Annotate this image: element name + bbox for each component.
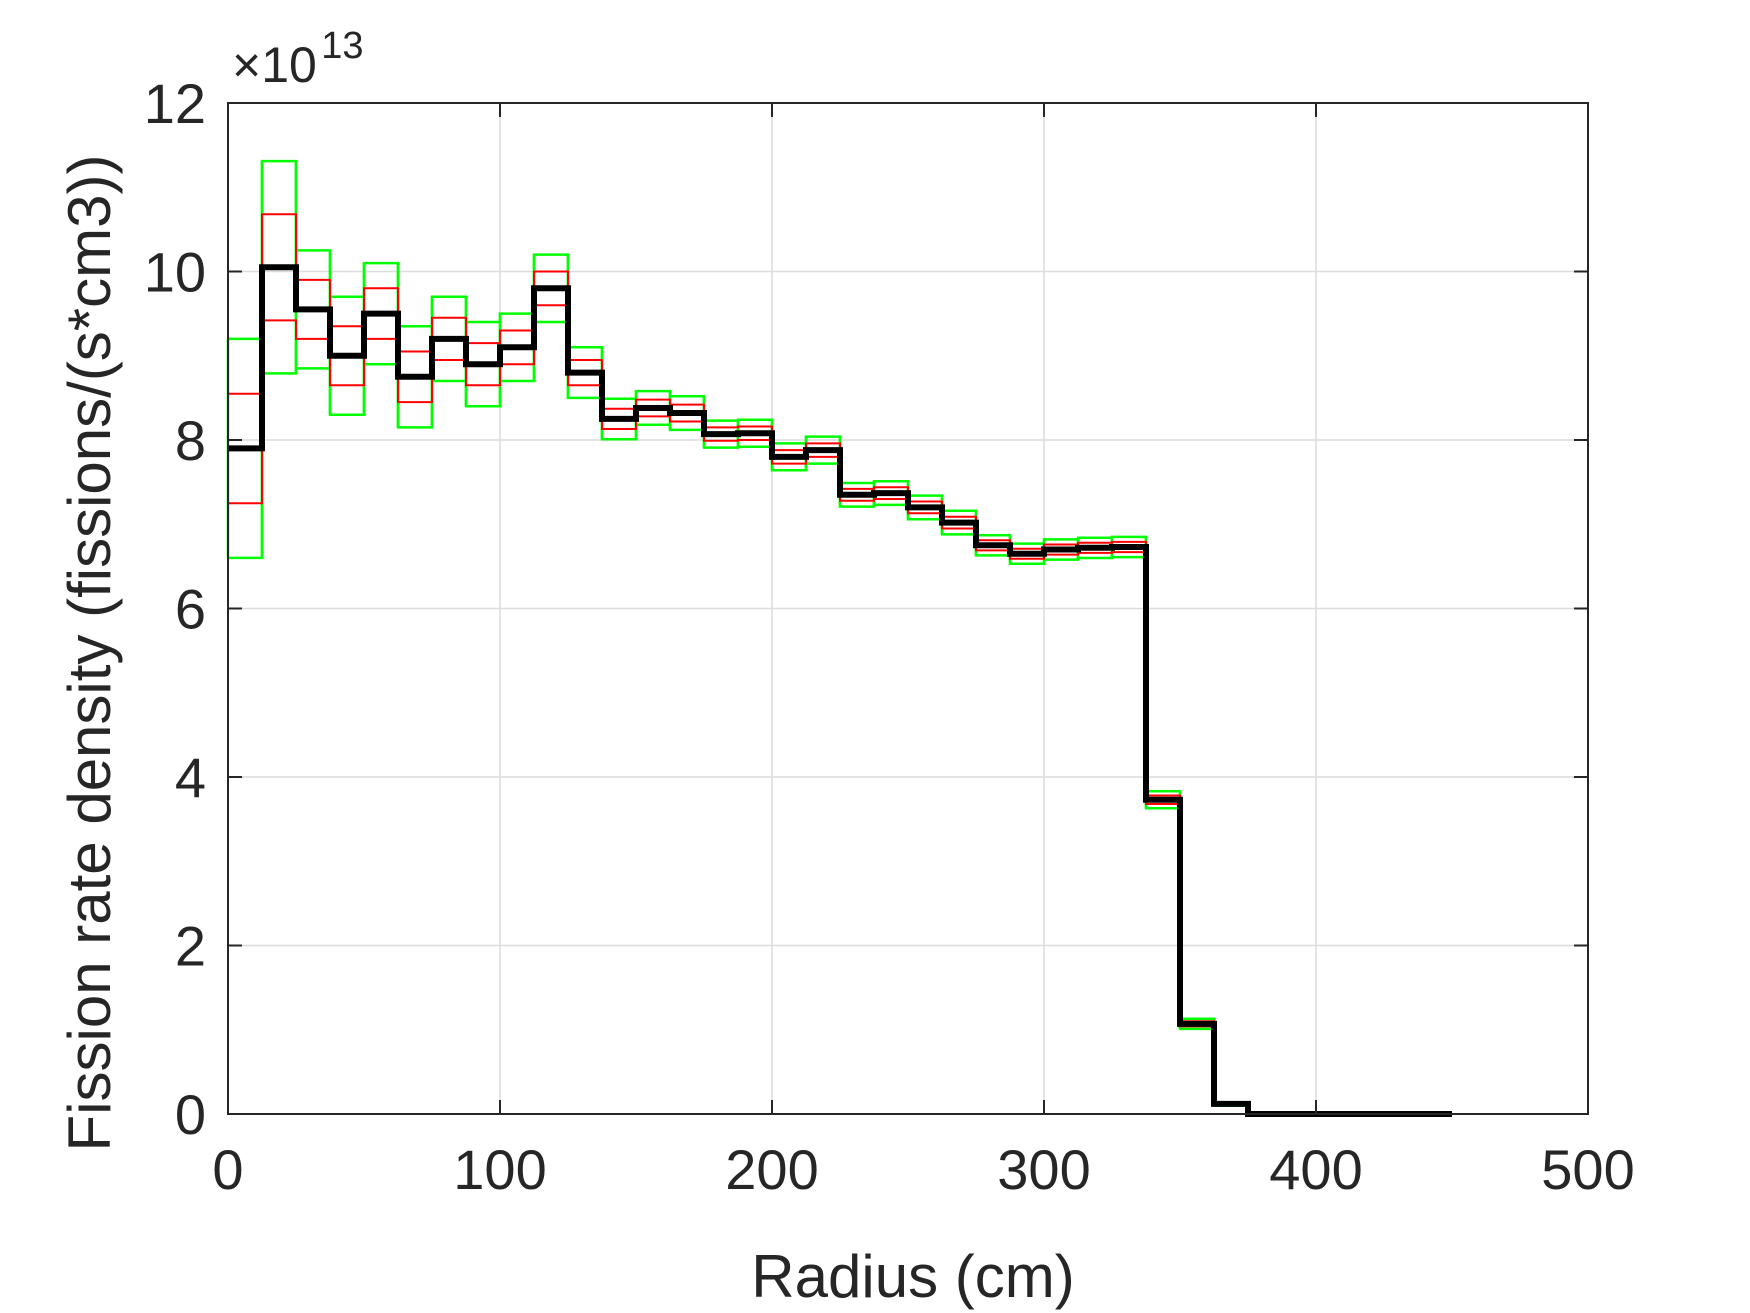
axes [227, 102, 1589, 1115]
mean-fission-rate-line [228, 264, 1452, 1117]
tick-labels: 0 100 200 300 400 500 0 2 4 6 8 10 12 [144, 72, 1635, 1201]
grid-lines [228, 103, 1588, 1114]
axis-exponent-base: ×10 [232, 37, 317, 93]
y-tick-label: 0 [175, 1083, 206, 1146]
x-tick-label: 100 [453, 1138, 546, 1201]
axis-exponent: ×10 13 [232, 25, 364, 93]
y-tick-label: 6 [175, 578, 206, 641]
x-tick-label: 200 [725, 1138, 818, 1201]
x-tick-label: 0 [212, 1138, 243, 1201]
y-tick-label: 2 [175, 915, 206, 978]
data-lines [228, 264, 1452, 1117]
y-tick-label: 12 [144, 72, 206, 135]
y-tick-label: 10 [144, 241, 206, 304]
x-tick-label: 500 [1541, 1138, 1634, 1201]
x-tick-label: 300 [997, 1138, 1090, 1201]
x-axis-label: Radius (cm) [751, 1243, 1074, 1310]
axis-exponent-power: 13 [321, 25, 363, 67]
y-tick-label: 8 [175, 409, 206, 472]
y-tick-label: 4 [175, 746, 206, 809]
y-axis-label: Fission rate density (fissions/(s*cm3)) [56, 155, 123, 1152]
x-tick-label: 400 [1269, 1138, 1362, 1201]
